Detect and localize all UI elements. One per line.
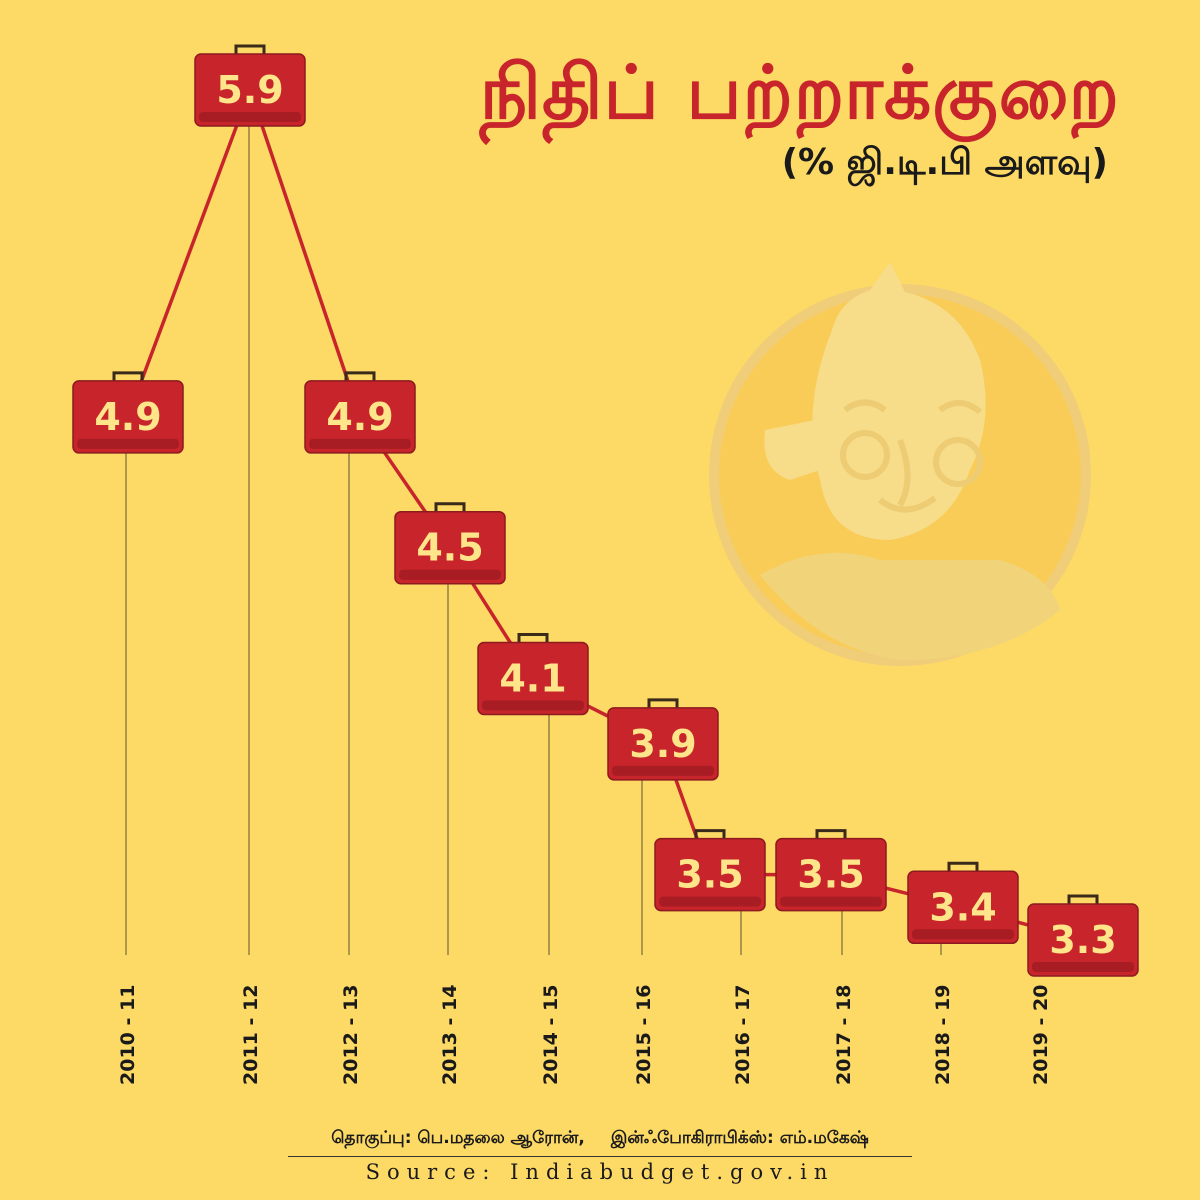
- briefcase-marker: 3.5: [654, 829, 766, 912]
- x-tick-label: 2011 - 12: [240, 985, 262, 1085]
- data-label: 4.1: [499, 656, 566, 700]
- data-label: 3.5: [797, 853, 864, 897]
- credits-divider: [288, 1156, 912, 1157]
- series-line: [126, 84, 1084, 942]
- credit-compiled: தொகுப்பு: பெ.மதலை ஆரோன்,: [331, 1128, 585, 1148]
- x-tick-label: 2015 - 16: [633, 985, 655, 1085]
- data-label: 5.9: [216, 68, 283, 112]
- data-label: 3.9: [629, 722, 696, 766]
- x-tick-label: 2016 - 17: [732, 985, 754, 1085]
- x-tick-label: 2010 - 11: [117, 985, 139, 1085]
- briefcase-marker: 4.1: [477, 632, 589, 716]
- data-label: 3.5: [676, 853, 743, 897]
- source-text: Source: Indiabudget.gov.in: [365, 1160, 835, 1184]
- briefcase-marker: 3.4: [907, 861, 1019, 945]
- briefcase-marker: 4.9: [304, 371, 416, 454]
- x-tick-label: 2014 - 15: [540, 985, 562, 1085]
- credit-infographics: இன்ஃபோகிராபிக்ஸ்: எம்.மகேஷ்: [610, 1128, 869, 1148]
- data-label: 4.9: [94, 395, 161, 439]
- credits-line: தொகுப்பு: பெ.மதலை ஆரோன், இன்ஃபோகிராபிக்ஸ்…: [0, 1128, 1200, 1150]
- x-tick-label: 2018 - 19: [932, 985, 954, 1085]
- briefcase-marker: 4.5: [394, 502, 506, 585]
- data-label: 4.9: [326, 395, 393, 439]
- mascot-coin-icon: [709, 262, 1091, 666]
- briefcase-marker: 3.9: [607, 698, 719, 781]
- x-tick-label: 2019 - 20: [1030, 985, 1052, 1085]
- x-tick-label: 2012 - 13: [340, 985, 362, 1085]
- x-tick-label: 2017 - 18: [833, 985, 855, 1085]
- briefcase-marker: 5.9: [194, 44, 306, 127]
- data-label: 3.3: [1049, 918, 1116, 962]
- briefcase-marker: 4.9: [72, 371, 184, 454]
- data-label: 3.4: [929, 885, 996, 929]
- x-tick-label: 2013 - 14: [439, 985, 461, 1085]
- briefcase-marker: 3.5: [775, 829, 887, 912]
- category-stems: [125, 126, 1040, 976]
- chart-title: நிதிப் பற்றாக்குறை: [479, 50, 1120, 136]
- x-axis-ticks: 2010 - 11 2011 - 12 2012 - 13 2013 - 14 2014…: [117, 985, 1052, 1085]
- data-markers: 4.9 5.9 4.9 4.5 4.1 3.9 3.5 3.5 3.4 3.3: [72, 44, 1139, 977]
- data-label: 4.5: [416, 526, 483, 570]
- chart-subtitle: (% ஜி.டி.பி அளவு): [781, 142, 1108, 183]
- briefcase-marker: 3.3: [1027, 894, 1139, 977]
